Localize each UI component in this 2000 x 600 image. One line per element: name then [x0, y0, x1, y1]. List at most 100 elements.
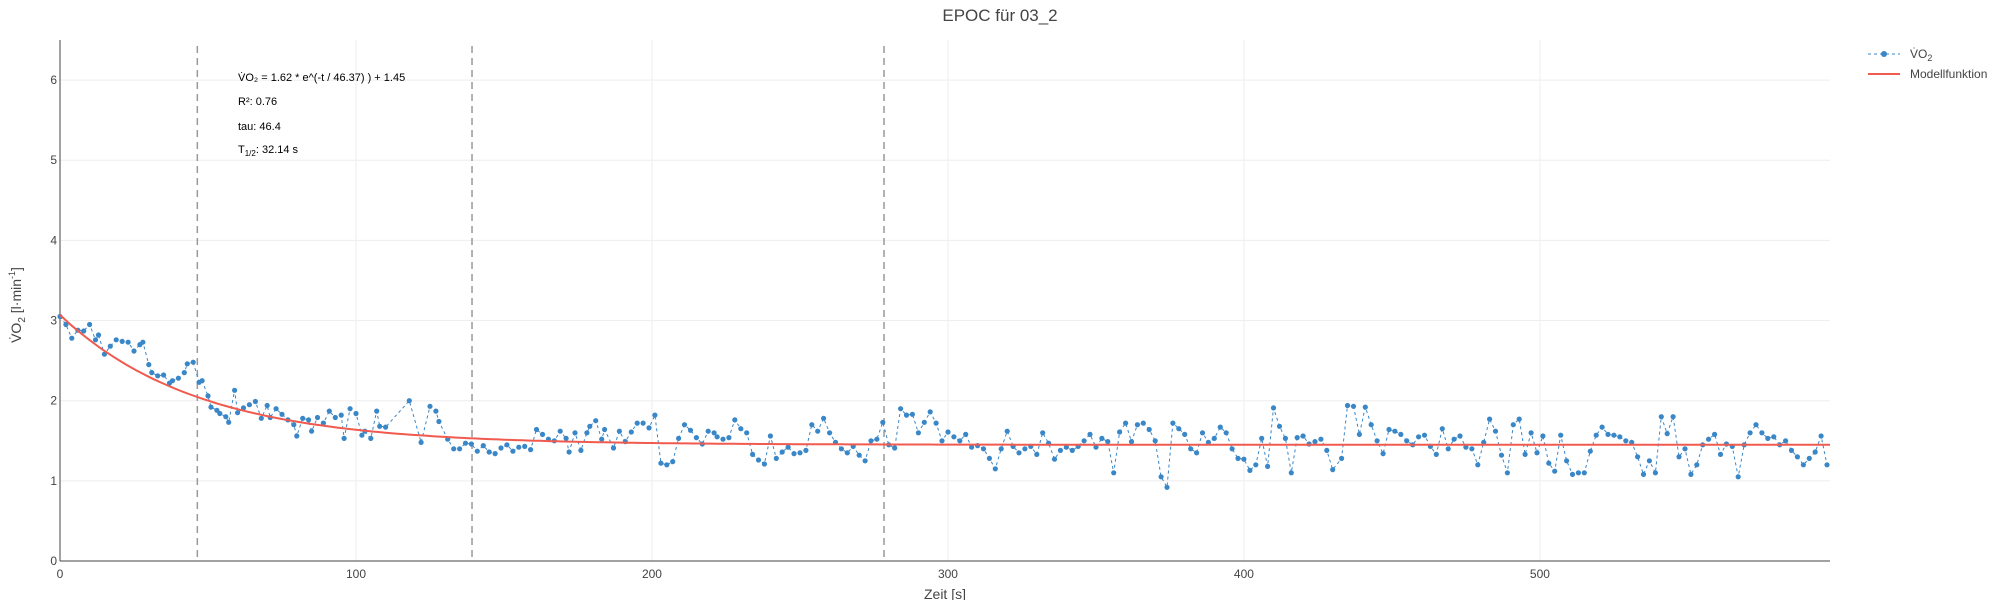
vo2-point	[184, 361, 190, 367]
vo2-point	[1712, 431, 1718, 437]
vo2-point	[1706, 436, 1712, 442]
vo2-point	[557, 428, 563, 434]
vo2-point	[939, 438, 945, 444]
vo2-point	[462, 440, 469, 446]
vo2-point	[1040, 430, 1046, 436]
vo2-point	[844, 450, 850, 456]
y-tick-label: 1	[50, 474, 57, 488]
vo2-point	[1350, 403, 1357, 409]
vo2-point	[1380, 451, 1386, 457]
vo2-point	[199, 378, 205, 384]
vo2-point	[927, 409, 933, 415]
vo2-point	[1800, 462, 1806, 468]
vo2-point	[1259, 435, 1265, 441]
vo2-point	[528, 447, 534, 453]
vo2-point	[474, 448, 480, 454]
vo2-point	[1611, 432, 1617, 438]
vo2-point	[705, 428, 711, 434]
vo2-point	[341, 435, 347, 441]
vo2-point	[1152, 438, 1158, 444]
vo2-point	[486, 449, 492, 455]
legend: V̇O2 Modellfunktion	[1868, 47, 1987, 81]
vo2-point	[750, 451, 756, 457]
vo2-point	[1694, 462, 1700, 468]
vo2-point	[797, 450, 803, 456]
vo2-point	[1211, 435, 1217, 441]
vo2-point	[969, 444, 975, 450]
vo2-point	[616, 428, 623, 434]
vo2-point	[791, 451, 797, 457]
vo2-point	[1330, 467, 1336, 473]
vo2-point	[898, 406, 904, 412]
vo2-point	[1658, 414, 1664, 420]
vo2-point	[1510, 422, 1516, 428]
vo2-point	[107, 343, 113, 349]
vo2-point	[714, 434, 720, 440]
vo2-point	[761, 461, 768, 467]
vo2-point	[1223, 430, 1229, 436]
vo2-point	[1368, 422, 1374, 428]
vo2-point	[235, 410, 241, 416]
vo2-point	[815, 428, 821, 434]
vo2-point	[1688, 471, 1694, 477]
vo2-point	[533, 426, 540, 433]
vo2-point	[827, 430, 833, 436]
x-tick-label: 0	[57, 567, 64, 581]
y-axis-label-sub: 2	[17, 317, 28, 323]
vo2-point	[326, 408, 332, 414]
vo2-point	[240, 405, 247, 411]
vo2-point	[208, 404, 214, 410]
vo2-point	[1199, 430, 1206, 436]
vo2-point	[1235, 455, 1241, 461]
y-tick-label: 2	[50, 394, 57, 408]
vo2-point	[314, 414, 321, 421]
vo2-point	[587, 423, 593, 429]
fit-annotations: V̇O₂ = 1.62 * e^(-t / 46.37) ) + 1.45 R²…	[238, 71, 405, 158]
vo2-point	[1282, 435, 1288, 441]
vo2-point	[992, 466, 998, 472]
vo2-point	[1492, 428, 1499, 434]
vo2-point	[1069, 447, 1075, 453]
vo2-point	[785, 444, 791, 450]
legend-item-model[interactable]: Modellfunktion	[1868, 67, 1987, 81]
legend-item-vo2[interactable]: V̇O2	[1868, 47, 1932, 63]
vo2-point	[1016, 450, 1022, 456]
vo2-point	[856, 452, 862, 458]
vo2-point	[1593, 432, 1599, 438]
vo2-point	[125, 339, 131, 345]
vo2-point	[1487, 416, 1493, 422]
vo2-point	[1771, 434, 1777, 440]
vo2-point	[738, 426, 744, 432]
vo2-point	[1294, 435, 1300, 441]
vo2-point	[190, 359, 196, 365]
vo2-point	[1747, 430, 1753, 436]
vo2-series	[57, 313, 1830, 490]
x-tick-labels: 0 100 200 300 400 500	[57, 567, 1551, 581]
vo2-point	[1794, 454, 1800, 460]
vo2-point	[1123, 420, 1129, 426]
vo2-point	[602, 426, 608, 433]
vo2-point	[1312, 439, 1318, 445]
vo2-point	[1356, 431, 1362, 437]
vo2-point	[681, 422, 688, 428]
vo2-point	[1587, 448, 1593, 454]
vo2-point	[1534, 450, 1540, 456]
vo2-point	[131, 348, 137, 354]
vo2-point	[951, 434, 957, 440]
vo2-point	[1176, 426, 1182, 432]
vo2-point	[838, 446, 845, 452]
vo2-point	[628, 429, 634, 435]
vo2-point	[1652, 470, 1658, 476]
vo2-point	[1469, 446, 1475, 452]
vo2-point	[1759, 430, 1765, 436]
vo2-point	[1617, 434, 1623, 440]
vo2-point	[155, 373, 161, 379]
x-tick-label: 300	[938, 567, 958, 581]
vo2-point	[803, 447, 809, 453]
vo2-point	[963, 431, 969, 437]
vo2-point	[874, 436, 880, 442]
vo2-point	[687, 427, 694, 433]
vo2-point	[652, 412, 658, 418]
legend-vo2-marker	[1881, 51, 1887, 57]
annotation-half-life: T1/2: 32.14 s	[238, 144, 299, 158]
